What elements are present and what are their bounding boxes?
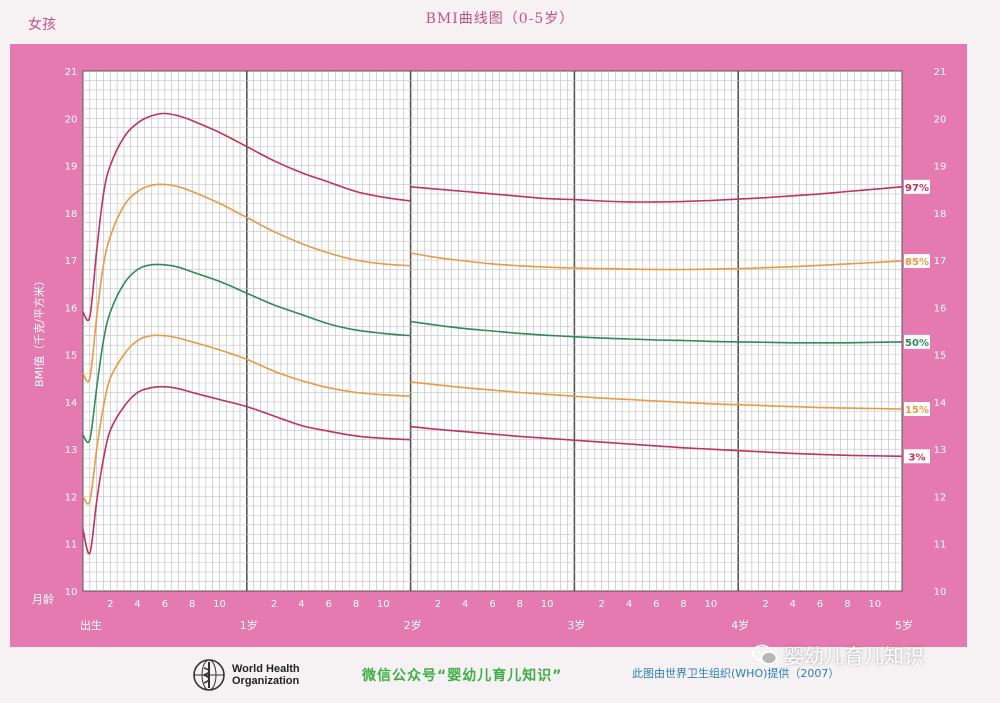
y-tick-label-left: 18: [65, 209, 78, 220]
series-label-50pct: 50%: [905, 338, 929, 349]
curve-3pct-seg0: [82, 385, 411, 555]
year-label: 1岁: [240, 618, 258, 632]
month-tick-label: 6: [489, 599, 495, 610]
month-tick-label: 10: [377, 599, 390, 610]
month-tick-label: 6: [326, 599, 332, 610]
y-tick-label-right: 12: [934, 492, 947, 503]
year-label: 2岁: [404, 618, 422, 632]
curve-15pct-seg1: [410, 381, 903, 410]
series-label-bg: [904, 449, 930, 464]
chart-frame: 10 10 11 11 12 12 13 13 14 14 15 15 16 16 17 17 18 18 19 19…: [10, 44, 967, 647]
y-axis-label: BMI值（千克/平方米）: [32, 275, 46, 387]
series-label-15pct: 15%: [905, 405, 929, 416]
curve-50pct-seg1: [410, 320, 903, 344]
watermark-text: 婴幼儿育儿知识: [784, 644, 924, 668]
y-tick-label-right: 10: [934, 587, 947, 598]
month-tick-label: 4: [790, 599, 796, 610]
month-tick-label: 4: [134, 599, 140, 610]
gender-label: 女孩: [28, 17, 56, 33]
month-tick-label: 8: [844, 599, 850, 610]
series-label-bg: [904, 254, 930, 269]
bmi-chart: 10 10 11 11 12 12 13 13 14 14 15 15 16 16 17 17 18 18 19 19…: [32, 67, 947, 632]
y-tick-label-left: 11: [65, 540, 78, 551]
who-name: World Health Organization: [232, 663, 300, 687]
wechat-icon: [752, 644, 778, 665]
curve-85pct-seg0: [82, 183, 411, 383]
series-label-97pct: 97%: [905, 183, 929, 194]
year-label: 3岁: [567, 618, 585, 632]
curve-3pct-seg1: [410, 425, 903, 458]
month-tick-label: 10: [213, 599, 226, 610]
who-emblem-icon: [193, 659, 225, 691]
month-tick-label: 8: [353, 599, 359, 610]
y-tick-label-right: 16: [934, 303, 947, 314]
y-tick-label-right: 19: [934, 162, 947, 173]
month-tick-label: 10: [705, 599, 718, 610]
year-label: 4岁: [731, 618, 749, 632]
who-name-line1: World Health: [232, 663, 300, 675]
watermark: 婴幼儿育儿知识: [752, 640, 924, 669]
month-tick-label: 2: [107, 599, 113, 610]
who-name-line2: Organization: [232, 675, 300, 687]
series-label-3pct: 3%: [909, 452, 926, 463]
y-tick-label-right: 18: [934, 209, 947, 220]
series-label-bg: [904, 334, 930, 349]
month-tick-label: 4: [462, 599, 468, 610]
y-tick-label-left: 13: [65, 445, 78, 456]
month-tick-label: 6: [162, 599, 168, 610]
y-tick-label-left: 15: [65, 351, 78, 362]
y-tick-label-right: 15: [934, 351, 947, 362]
month-tick-label: 2: [271, 599, 277, 610]
series-label-bg: [904, 402, 930, 416]
month-tick-label: 2: [435, 599, 441, 610]
curve-97pct-seg0: [82, 112, 411, 322]
y-tick-label-right: 20: [934, 114, 947, 125]
y-tick-label-left: 20: [65, 114, 78, 125]
month-tick-label: 6: [817, 599, 823, 610]
month-tick-label: 4: [626, 599, 632, 610]
chart-title: BMI曲线图（0-5岁）: [425, 11, 575, 27]
curve-50pct-seg0: [82, 263, 411, 444]
curve-97pct-seg1: [410, 186, 903, 203]
y-tick-label-right: 11: [934, 540, 947, 551]
month-tick-label: 10: [868, 599, 881, 610]
y-tick-label-left: 21: [65, 67, 78, 78]
year-label: 5岁: [895, 618, 913, 632]
month-tick-label: 2: [762, 599, 768, 610]
series-label-85pct: 85%: [905, 257, 929, 268]
y-tick-label-left: 12: [65, 492, 78, 503]
y-tick-label-left: 16: [65, 303, 78, 314]
month-tick-label: 6: [653, 599, 659, 610]
year-label: 出生: [80, 618, 102, 632]
y-tick-label-right: 17: [934, 256, 947, 267]
month-tick-label: 8: [189, 599, 195, 610]
month-tick-label: 4: [298, 599, 304, 610]
source-text: 此图由世界卫生组织(WHO)提供（2007）: [632, 667, 840, 680]
y-tick-label-right: 13: [934, 445, 947, 456]
y-tick-label-left: 19: [65, 162, 78, 173]
series-label-bg: [904, 179, 930, 194]
y-tick-label-left: 14: [65, 398, 78, 409]
month-axis-label: 月龄: [32, 592, 54, 606]
y-tick-label-right: 14: [934, 398, 947, 409]
month-tick-label: 8: [517, 599, 523, 610]
month-tick-label: 8: [680, 599, 686, 610]
who-branding: World Health Organization: [192, 658, 300, 692]
month-tick-label: 2: [599, 599, 605, 610]
y-tick-label-right: 21: [934, 67, 947, 78]
month-tick-label: 10: [541, 599, 554, 610]
y-tick-label-left: 10: [65, 587, 78, 598]
curve-15pct-seg0: [82, 334, 411, 505]
curve-85pct-seg1: [410, 252, 903, 271]
wechat-account-text: 微信公众号“婴幼儿育儿知识”: [362, 668, 563, 684]
y-tick-label-left: 17: [65, 256, 78, 267]
